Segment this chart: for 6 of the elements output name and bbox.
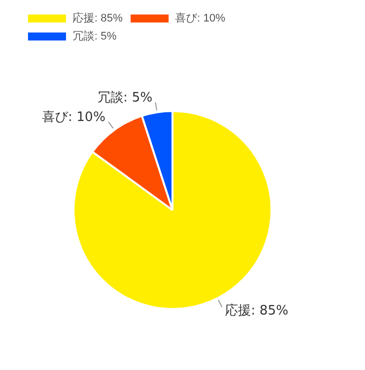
slice-label: 喜び: 10% xyxy=(42,110,106,126)
legend-label: 応援: 85% xyxy=(72,12,123,25)
slice-label: 冗談: 5% xyxy=(97,90,152,106)
legend-label: 冗談: 5% xyxy=(72,30,117,43)
slice-label: 応援: 85% xyxy=(224,302,288,318)
legend-label: 喜び: 10% xyxy=(175,12,226,25)
